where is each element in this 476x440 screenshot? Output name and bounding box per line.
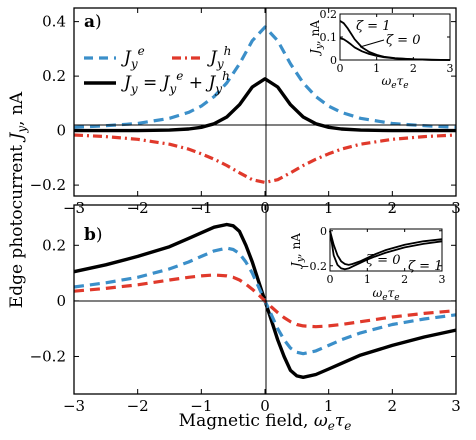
inset-b-ytick-label-0: 0 — [320, 225, 327, 238]
x-axis-label: Magnetic field, ωeτe — [179, 411, 352, 433]
inset-b-ticks: 0 1 2 30−0.2 — [300, 225, 445, 286]
y-axis-label-unit: , nA — [7, 91, 27, 126]
inset-a-ytick-label-0: 0 — [330, 54, 337, 67]
x-axis-label-omega: ω — [314, 411, 328, 431]
inset-a-background — [340, 14, 450, 60]
inset-b-xtick-label-0: 0 — [327, 273, 334, 286]
inset-a-ylabel-unit: , nA — [308, 20, 322, 44]
legend-total-sub-1: y — [130, 82, 138, 96]
panel-a-letter: a — [84, 12, 95, 32]
panel-a-ytick-label-2: 0.2 — [42, 67, 66, 85]
panel-b-ytick-label-0: −0.2 — [30, 347, 66, 365]
panel-a-paren: ) — [95, 12, 102, 32]
x-axis-label-sub-1: e — [328, 419, 335, 433]
panel-b-xtick-label-6: 3 — [451, 397, 461, 415]
legend-total-plus: + — [183, 73, 208, 93]
panel-b-xtick-label-5: 2 — [388, 397, 398, 415]
legend-label-jye: Jye — [121, 44, 145, 71]
inset-b-zeta0-label: ζ = 0 — [366, 253, 400, 268]
panel-b-ticks: −3 −2 −1 0 1 2 3−0.200.2 — [30, 205, 461, 415]
legend-total-j1: J — [160, 73, 171, 93]
inset-b-xlabel-sub-1: e — [382, 293, 387, 303]
inset-b: 0 1 2 30−0.2 Jy, nA ωeτe ζ = 0 ζ = 1 — [289, 225, 446, 303]
legend-label-jy-total: Jy = Jye + Jyh — [121, 69, 230, 96]
inset-a-xtick-label-3: 3 — [447, 62, 454, 75]
legend: Jye Jyh Jy = Jye + Jyh — [84, 44, 231, 96]
panel-a-label: a) — [84, 12, 102, 32]
inset-b-frame — [329, 228, 443, 272]
x-axis-label-prefix: Magnetic field, — [179, 411, 314, 431]
y-axis-label-prefix: Edge photocurrent — [7, 139, 27, 308]
panel-a-series-1 — [73, 133, 457, 184]
panel-b: −3 −2 −1 0 1 2 3−0.200.2 b) 0 1 2 30−0.2 Jy, nA ω… — [30, 204, 461, 415]
inset-a-ytick-label-1: 0.1 — [320, 31, 338, 44]
panel-b-ytick-label-1: 0 — [56, 292, 66, 310]
inset-b-ylabel-sub: y — [296, 256, 306, 263]
legend-jye-sub: y — [130, 57, 138, 71]
panel-a-series-0 — [73, 25, 457, 129]
inset-a-xlabel-sub-2: e — [403, 81, 408, 91]
legend-total-sup-3: h — [222, 69, 230, 83]
x-axis-label-sub-2: e — [344, 419, 351, 433]
inset-b-series-1 — [329, 230, 443, 271]
inset-a-xlabel: ωeτe — [381, 74, 408, 91]
inset-b-xlabel-sub-2: e — [394, 293, 399, 303]
inset-a-zeta0-label: ζ = 0 — [386, 33, 420, 48]
legend-jyh-sup: h — [224, 44, 232, 58]
inset-a-xtick-label-2: 2 — [410, 62, 417, 75]
panel-a-frame — [73, 7, 457, 197]
panel-b-xtick-label-3: 0 — [260, 397, 270, 415]
inset-a-zeta1-label: ζ = 1 — [356, 19, 390, 34]
inset-a-xtick-label-0: 0 — [337, 62, 344, 75]
panel-a-ytick-label-0: −0.2 — [30, 176, 66, 194]
inset-a-ytick-label-2: 0.2 — [320, 8, 338, 21]
inset-a-ticks: 0 1 2 3 0 0.1 0.2 — [320, 8, 454, 75]
legend-total-j2: J — [205, 73, 216, 93]
y-axis-label-sub: y — [15, 126, 29, 134]
legend-total-eq: = — [138, 73, 163, 93]
y-axis-label: Edge photocurrent Jy, nA — [7, 91, 29, 308]
inset-a-xlabel-sub-1: e — [391, 81, 396, 91]
panel-b-xtick-label-2: −1 — [190, 397, 212, 415]
inset-a-xlabel-tau: τ — [397, 74, 404, 88]
panel-b-letter: b — [84, 225, 96, 245]
panel-a-ytick-label-1: 0 — [56, 122, 66, 140]
panel-b-label: b) — [84, 225, 103, 245]
legend-total-sub-2: y — [169, 82, 177, 96]
legend-total-sub-3: y — [214, 82, 222, 96]
inset-b-xtick-label-3: 3 — [439, 273, 446, 286]
panel-a-ytick-label-3: 0.4 — [42, 13, 66, 31]
legend-jye-sup: e — [138, 44, 145, 58]
panel-a-series-2 — [74, 77, 456, 133]
inset-a-zeta0-pointer — [359, 39, 385, 48]
inset-b-ytick-label-1: −0.2 — [300, 260, 327, 273]
panel-b-ytick-label-2: 0.2 — [42, 236, 66, 254]
panel-b-xtick-label-4: 1 — [324, 397, 334, 415]
legend-jyh-sub: y — [216, 57, 224, 71]
inset-a-frame — [339, 13, 451, 61]
inset-b-series-0 — [329, 230, 443, 266]
inset-b-xlabel: ωeτe — [372, 286, 399, 303]
panel-b-paren: ) — [96, 225, 103, 245]
panel-b-frame — [73, 204, 457, 395]
panel-b-xtick-label-1: −2 — [127, 397, 149, 415]
inset-a-ylabel-sub: y — [315, 43, 325, 50]
legend-label-jyh: Jyh — [207, 44, 231, 71]
inset-b-xlabel-tau: τ — [388, 286, 395, 300]
inset-a-xtick-label-1: 1 — [373, 62, 380, 75]
panel-a-series-group — [73, 25, 457, 184]
inset-a: 0 1 2 300.10.2 Jy, nA ωeτe ζ = 1 ζ = 0 — [308, 8, 454, 91]
inset-b-series-group — [329, 230, 443, 271]
x-axis-label-tau: τ — [335, 411, 345, 431]
legend-total-sup-2: e — [176, 69, 183, 83]
inset-b-xtick-label-2: 2 — [401, 273, 408, 286]
inset-b-ylabel-unit: , nA — [289, 233, 303, 257]
inset-b-xtick-label-1: 1 — [364, 273, 371, 286]
panel-b-xtick-label-0: −3 — [63, 397, 85, 415]
y-axis-label-symbol: J — [7, 131, 27, 142]
inset-b-zeta1-label: ζ = 1 — [408, 259, 442, 274]
